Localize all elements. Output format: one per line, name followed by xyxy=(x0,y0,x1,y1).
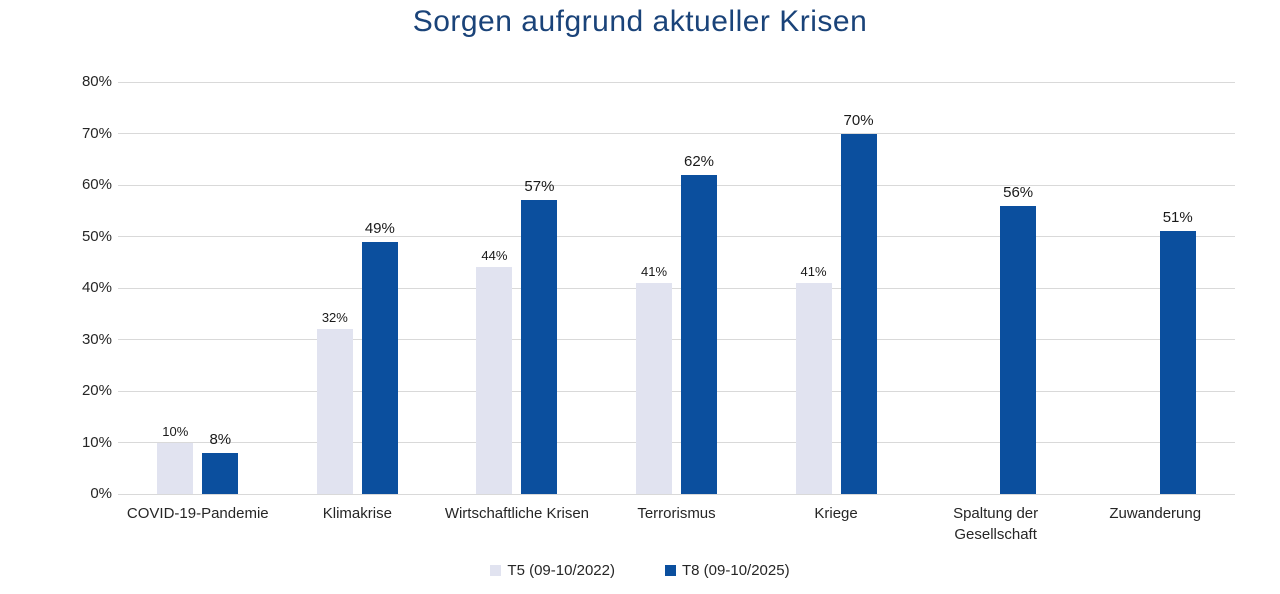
bar-t5 xyxy=(636,282,672,494)
category-label: Wirtschaftliche Krisen xyxy=(444,505,590,522)
bar-t5 xyxy=(316,329,353,494)
gridline xyxy=(118,133,1235,134)
bar-value-label: 32% xyxy=(321,310,348,326)
bar-t8 xyxy=(1000,205,1037,494)
bar-value-label: 8% xyxy=(209,430,232,448)
bar-t8 xyxy=(521,200,558,494)
bar-value-label: 56% xyxy=(1003,183,1034,201)
legend-swatch-t8-icon xyxy=(665,565,676,576)
plot-area: 10% 8% 32% 49% 44% 57% 41% 62% 41% 70% 56% 51% xyxy=(118,81,1235,495)
category-label: Klimakrise xyxy=(322,505,392,522)
bar-t8 xyxy=(361,241,398,494)
bar-value-label: 41% xyxy=(800,263,827,279)
gridline xyxy=(118,493,1235,495)
y-tick-label: 80% xyxy=(81,73,112,90)
bar-value-label: 62% xyxy=(683,152,715,170)
bar-value-label: 44% xyxy=(481,248,508,264)
bar-value-label: 41% xyxy=(640,263,668,279)
gridline xyxy=(118,287,1235,289)
bar-value-label: 70% xyxy=(843,111,874,129)
y-tick-label: 40% xyxy=(81,279,112,296)
bar-value-label: 10% xyxy=(162,423,189,439)
chart-legend: T5 (09-10/2022) T8 (09-10/2025) xyxy=(0,562,1280,579)
bar-t5 xyxy=(157,442,194,494)
category-label: Spaltung der Gesellschaft xyxy=(953,505,1039,543)
y-tick-label: 20% xyxy=(81,382,112,399)
legend-swatch-t5-icon xyxy=(490,565,502,576)
bar-t5 xyxy=(795,282,832,494)
bar-t8 xyxy=(202,452,239,494)
gridline xyxy=(118,236,1235,237)
bar-t8 xyxy=(840,133,877,494)
category-label: Terrorismus xyxy=(637,505,716,522)
y-tick-label: 50% xyxy=(81,227,112,245)
y-tick-label: 70% xyxy=(81,124,112,142)
category-label: Zuwanderung xyxy=(1109,505,1202,522)
gridline xyxy=(118,390,1235,392)
y-tick-label: 30% xyxy=(81,330,112,348)
y-tick-label: 0% xyxy=(90,485,112,502)
legend-item-t8: T8 (09-10/2025) xyxy=(665,562,790,579)
bar-value-label: 51% xyxy=(1162,209,1193,227)
gridline xyxy=(118,81,1235,83)
y-tick-label: 10% xyxy=(81,433,112,451)
legend-label-t8: T8 (09-10/2025) xyxy=(682,562,790,579)
gridline xyxy=(118,339,1235,340)
bar-value-label: 49% xyxy=(364,219,395,237)
legend-label-t5: T5 (09-10/2022) xyxy=(507,562,615,579)
bar-t5 xyxy=(476,267,513,494)
gridline xyxy=(118,184,1235,186)
category-label: COVID-19-Pandemie xyxy=(126,505,269,522)
category-label: Kriege xyxy=(814,505,858,522)
y-tick-label: 60% xyxy=(81,176,112,193)
bar-value-label: 57% xyxy=(524,178,555,196)
bar-t8 xyxy=(681,174,717,494)
bar-t8 xyxy=(1159,231,1196,494)
chart-title: Sorgen aufgrund aktueller Krisen xyxy=(412,5,868,38)
legend-item-t5: T5 (09-10/2022) xyxy=(490,562,615,579)
gridline xyxy=(118,442,1235,443)
